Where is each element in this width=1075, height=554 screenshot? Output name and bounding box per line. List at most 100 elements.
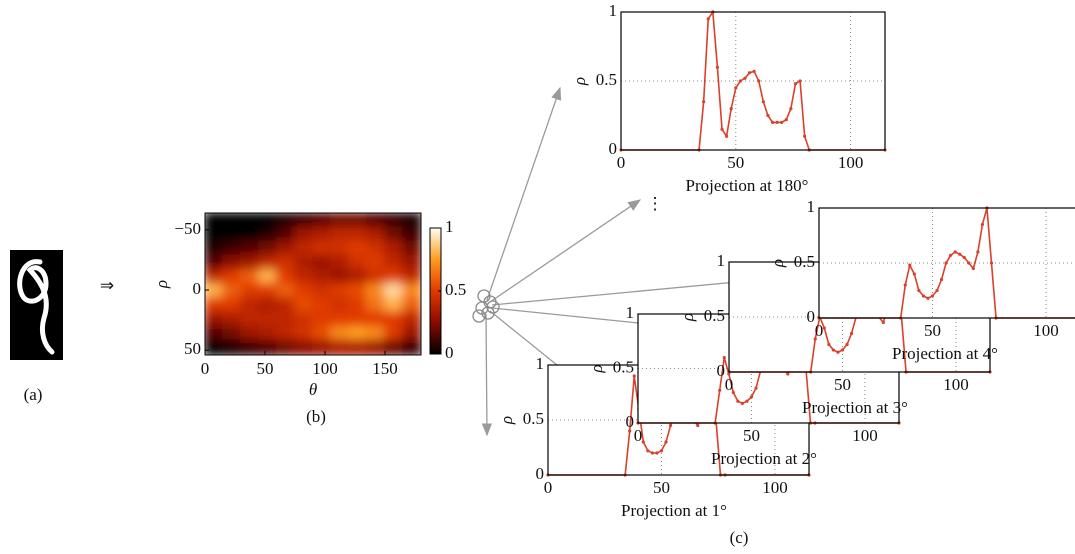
- x-tick-label: 50: [743, 426, 760, 445]
- heatmap-cell: [222, 340, 242, 356]
- data-point: [723, 356, 726, 359]
- heatmap-cell: [366, 212, 386, 228]
- heatmap-cell: [366, 240, 386, 256]
- heatmap-cell: [384, 283, 404, 299]
- y-tick-label: 1: [717, 251, 726, 270]
- heatmap-cell: [294, 240, 314, 256]
- heatmap-cell: [384, 212, 404, 228]
- data-point: [646, 449, 649, 452]
- heatmap-cell: [258, 297, 278, 313]
- heatmap-cell: [240, 311, 260, 327]
- heatmap-cell: [384, 326, 404, 342]
- heatmap-cell: [348, 311, 368, 327]
- heatmap-cell: [330, 269, 350, 285]
- heatmap-cell: [330, 212, 350, 228]
- data-point: [904, 283, 907, 286]
- heatmap-cell: [348, 340, 368, 356]
- heatmap-cell: [204, 283, 224, 299]
- panel-label: (b): [306, 407, 326, 426]
- data-point: [766, 114, 769, 117]
- x-tick-label: 100: [852, 426, 878, 445]
- heatmap-cell: [240, 283, 260, 299]
- heatmap-cell: [240, 269, 260, 285]
- y-tick-label: 0.5: [704, 306, 725, 325]
- data-point: [720, 128, 723, 131]
- heatmap-cell: [384, 240, 404, 256]
- heatmap-cell: [276, 212, 296, 228]
- heatmap-cell: [294, 326, 314, 342]
- heatmap-cell: [366, 255, 386, 271]
- data-point: [696, 424, 699, 427]
- heatmap-cell: [330, 297, 350, 313]
- heatmap-cell: [312, 255, 332, 271]
- data-point: [935, 289, 938, 292]
- y-tick-label: 0: [807, 307, 816, 326]
- data-point: [702, 100, 705, 103]
- data-point: [940, 278, 943, 281]
- data-point: [976, 250, 979, 253]
- heatmap-cell: [402, 212, 422, 228]
- heatmap-cell: [258, 255, 278, 271]
- heatmap-cell: [204, 311, 224, 327]
- heatmap-cell: [402, 340, 422, 356]
- y-tick-label: 0: [536, 464, 545, 483]
- y-axis-label: ρ: [570, 77, 589, 86]
- heatmap-cell: [402, 255, 422, 271]
- data-point: [944, 261, 947, 264]
- data-point: [836, 351, 839, 354]
- heatmap-cell: [312, 340, 332, 356]
- heatmap-cell: [402, 326, 422, 342]
- heatmap-cell: [276, 311, 296, 327]
- heatmap-cell: [384, 297, 404, 313]
- data-point: [922, 294, 925, 297]
- x-tick-label: 0: [201, 359, 210, 378]
- heatmap-cell: [402, 297, 422, 313]
- data-point: [917, 289, 920, 292]
- heatmap-cell: [240, 212, 260, 228]
- data-point: [926, 297, 929, 300]
- heatmap-cell: [348, 240, 368, 256]
- y-tick-label: 0.5: [596, 70, 617, 89]
- heatmap-cell: [294, 255, 314, 271]
- y-tick-label: −50: [174, 219, 201, 238]
- y-tick-label: 0: [626, 412, 635, 431]
- data-point: [908, 264, 911, 267]
- heatmap-cell: [222, 240, 242, 256]
- heatmap-cell: [330, 240, 350, 256]
- heatmap-cell: [348, 326, 368, 342]
- y-tick-label: 0: [609, 139, 618, 158]
- heatmap-cell: [294, 226, 314, 242]
- data-point: [748, 71, 751, 74]
- heatmap-cell: [240, 240, 260, 256]
- data-point: [832, 348, 835, 351]
- y-tick-label: 0.5: [794, 252, 815, 271]
- y-tick-label: 0: [193, 279, 202, 298]
- data-point: [954, 250, 957, 253]
- heatmap-cell: [312, 283, 332, 299]
- data-point: [972, 267, 975, 270]
- data-point: [669, 424, 672, 427]
- y-tick-label: 50: [184, 339, 201, 358]
- heatmap-cell: [312, 269, 332, 285]
- panel-label: (c): [730, 528, 749, 547]
- y-axis-label: ρ: [678, 313, 697, 322]
- heatmap-cell: [330, 283, 350, 299]
- y-tick-label: 1: [609, 1, 618, 20]
- projection-chart: 05010000.51Projection at 180°ρ: [570, 1, 887, 195]
- data-point: [734, 86, 737, 89]
- heatmap-cell: [312, 326, 332, 342]
- heatmap-cell: [276, 255, 296, 271]
- implies-arrow: ⇒: [100, 276, 114, 295]
- data-point: [963, 256, 966, 259]
- x-tick-label: 100: [312, 359, 338, 378]
- heatmap-cell: [258, 340, 278, 356]
- heatmap-cell: [402, 269, 422, 285]
- data-point: [754, 387, 757, 390]
- x-tick-label: 0: [725, 375, 734, 394]
- y-tick-label: 0: [717, 361, 726, 380]
- data-point: [771, 121, 774, 124]
- ellipsis: ⋮: [647, 194, 664, 213]
- data-point: [718, 389, 721, 392]
- heatmap-cell: [240, 226, 260, 242]
- data-point: [651, 451, 654, 454]
